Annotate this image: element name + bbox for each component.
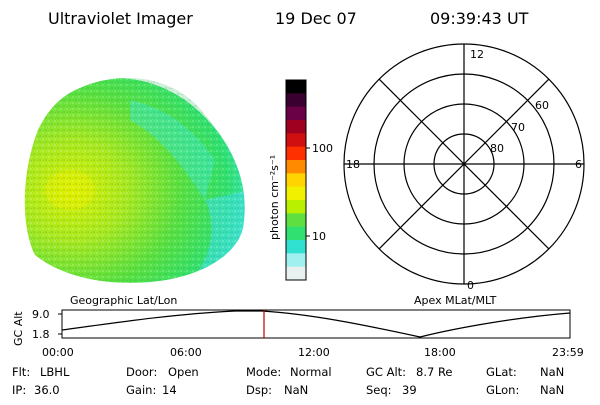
xtick-1200: 12:00 (298, 346, 330, 359)
door-label: Door: (126, 365, 157, 379)
ip-value: 36.0 (34, 383, 60, 397)
time-label: 09:39:43 UT (430, 9, 529, 28)
glat-value: NaN (540, 365, 564, 379)
earth-image (24, 78, 245, 283)
colorbar: 100 10 photon cm⁻²s⁻¹ (268, 79, 333, 281)
glon-label: GLon: (486, 383, 519, 397)
colorbar-cell (286, 120, 306, 134)
colorbar-cell (286, 186, 306, 201)
flt-label: Flt: (12, 365, 30, 379)
colorbar-cell (286, 213, 306, 228)
altitude-ytick-1.8: 1.8 (32, 328, 50, 341)
gcalt-label: GC Alt: (366, 365, 406, 379)
xtick-1800: 18:00 (424, 346, 456, 359)
dsp-value: NaN (284, 383, 308, 397)
xtick-0600: 06:00 (170, 346, 202, 359)
colorbar-cell (286, 266, 306, 281)
mlat-label-60: 60 (535, 99, 549, 112)
mlat-label-80: 80 (490, 142, 504, 155)
colorbar-cell (286, 200, 306, 214)
colorbar-cell (286, 240, 306, 254)
altitude-ylabel: GC Alt (12, 311, 25, 346)
apex-label: Apex MLat/MLT (414, 294, 497, 307)
mlt-label-12: 12 (470, 48, 484, 61)
colorbar-tick-10: 10 (312, 230, 326, 243)
colorbar-cell (286, 160, 306, 174)
gain-label: Gain: (126, 383, 156, 397)
seq-value: 39 (402, 383, 417, 397)
geographic-label: Geographic Lat/Lon (70, 294, 177, 307)
colorbar-cell (286, 253, 306, 268)
gcalt-value: 8.7 Re (416, 365, 453, 379)
glon-value: NaN (540, 383, 564, 397)
ip-label: IP: (12, 383, 26, 397)
mode-label: Mode: (246, 365, 281, 379)
colorbar-cell (286, 173, 306, 188)
colorbar-cell (286, 146, 306, 161)
mlat-label-70: 70 (511, 121, 525, 134)
glat-label: GLat: (486, 365, 517, 379)
colorbar-tick-100: 100 (312, 142, 333, 155)
colorbar-cell (286, 226, 306, 241)
mlt-label-0: 0 (467, 279, 474, 292)
seq-label: Seq: (366, 383, 392, 397)
date-label: 19 Dec 07 (275, 9, 357, 28)
xtick-0000: 00:00 (42, 346, 74, 359)
altitude-plot: GC Alt 9.0 1.8 00:00 06:00 12:00 18:00 2… (12, 308, 584, 359)
mode-value: Normal (290, 365, 332, 379)
colorbar-cell (286, 106, 306, 121)
altitude-ytick-9: 9.0 (32, 308, 50, 321)
gain-value: 14 (162, 383, 177, 397)
colorbar-cell (286, 93, 306, 108)
flt-value: LBHL (40, 365, 70, 379)
polar-grid (343, 43, 585, 285)
dsp-label: Dsp: (246, 383, 272, 397)
colorbar-cell (286, 80, 306, 94)
door-value: Open (168, 365, 199, 379)
mlt-label-6: 6 (575, 158, 582, 171)
xtick-2359: 23:59 (552, 346, 584, 359)
colorbar-unit-label: photon cm⁻²s⁻¹ (268, 155, 281, 240)
mlt-label-18: 18 (346, 158, 360, 171)
instrument-title: Ultraviolet Imager (48, 9, 193, 28)
colorbar-cell (286, 133, 306, 148)
